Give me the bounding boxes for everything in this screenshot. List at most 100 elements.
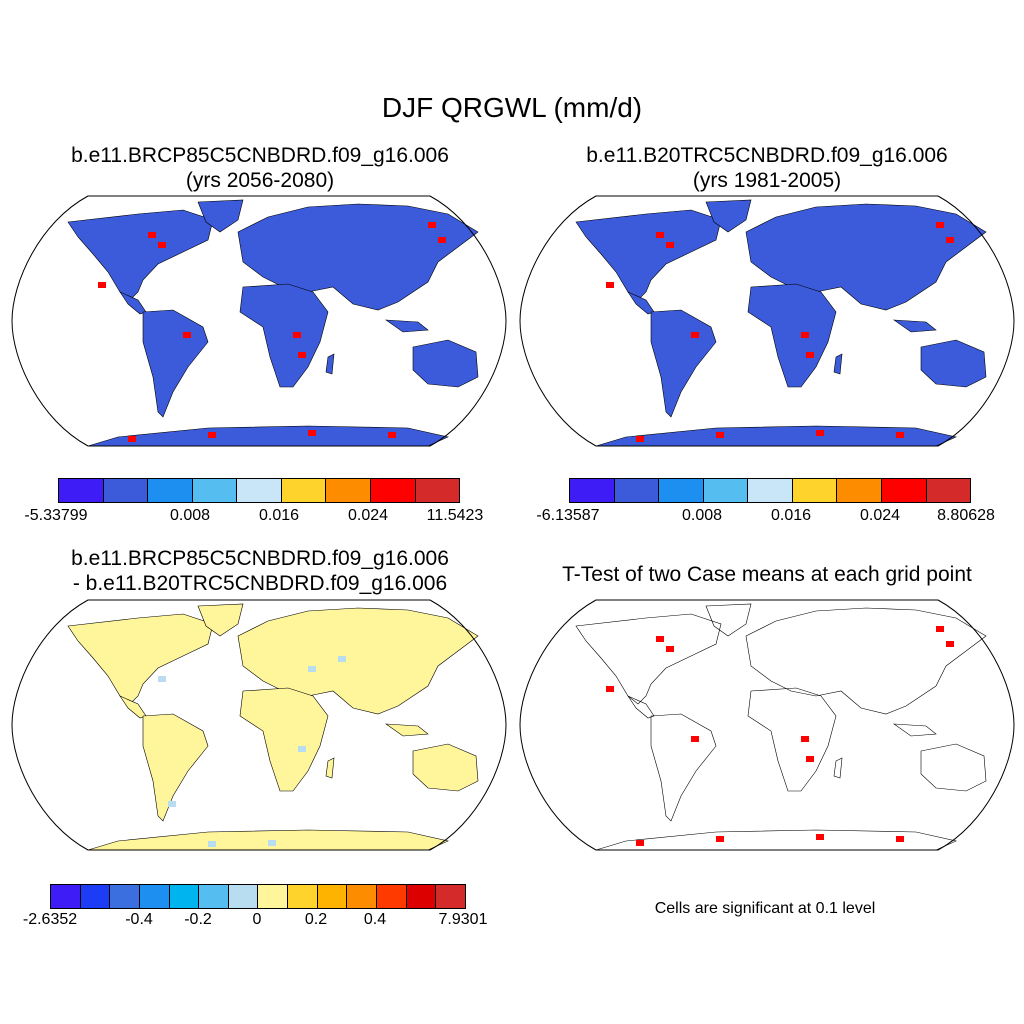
data-cell: [183, 332, 191, 338]
land-mass: [412, 339, 479, 388]
colorbar-1-label: 0.016: [258, 507, 300, 524]
map-frame: [519, 599, 1015, 851]
data-cell: [168, 801, 176, 807]
panel4-title-line1: T-Test of two Case means at each grid po…: [562, 563, 972, 586]
data-cell: [268, 840, 276, 846]
colorbar-1-swatch: [148, 479, 193, 502]
data-cell: [308, 430, 316, 436]
panel2-title: b.e11.B20TRC5CNBDRD.f09_g16.006 (yrs 198…: [517, 143, 1017, 193]
data-cell: [666, 242, 674, 248]
land-mass: [705, 199, 752, 233]
colorbar-3-label: 0.4: [363, 911, 387, 928]
map-panel-4: [519, 599, 1015, 851]
land-mass: [892, 723, 937, 737]
colorbar-2-label: 0.024: [859, 507, 901, 524]
colorbar-1: [58, 478, 460, 503]
colorbar-3-swatch: [377, 885, 407, 908]
map-frame: [519, 195, 1015, 447]
colorbar-2: [569, 478, 971, 503]
data-cell: [656, 636, 664, 642]
data-cell: [691, 736, 699, 742]
data-cell: [293, 332, 301, 338]
colorbar-3: [50, 884, 466, 909]
colorbar-3-label: -0.4: [125, 911, 153, 928]
data-cell: [716, 836, 724, 842]
land-mass: [575, 613, 722, 705]
colorbar-1-swatch: [415, 479, 460, 502]
data-cell: [936, 626, 944, 632]
significance-note: Cells are significant at 0.1 level: [654, 900, 876, 917]
colorbar-3-swatch: [228, 885, 259, 908]
colorbar-2-swatch: [748, 479, 793, 502]
colorbar-1-swatch: [103, 479, 149, 502]
data-cell: [148, 232, 156, 238]
data-cell: [98, 282, 106, 288]
data-cell: [946, 641, 954, 647]
panel3-title-line2: - b.e11.B20TRC5CNBDRD.f09_g16.006: [72, 572, 448, 595]
data-cell: [438, 237, 446, 243]
colorbar-2-swatch: [570, 479, 615, 502]
data-cell: [338, 656, 346, 662]
land-mass: [197, 199, 244, 233]
land-mass: [705, 603, 752, 637]
colorbar-3-swatch: [317, 885, 348, 908]
land-mass: [239, 687, 329, 792]
data-cell: [428, 222, 436, 228]
colorbar-2-label: 0.016: [770, 507, 812, 524]
colorbar-2-swatch: [792, 479, 838, 502]
panel2-title-line1: b.e11.B20TRC5CNBDRD.f09_g16.006: [586, 144, 948, 167]
colorbar-3-swatch: [258, 885, 289, 908]
data-cell: [388, 432, 396, 438]
data-cell: [208, 841, 216, 847]
colorbar-3-swatch: [436, 885, 465, 908]
colorbar-2-swatch: [703, 479, 749, 502]
colorbar-3-swatch: [139, 885, 170, 908]
panel4-title: T-Test of two Case means at each grid po…: [517, 562, 1017, 587]
colorbar-2-label: -6.13587: [536, 507, 600, 524]
data-cell: [801, 332, 809, 338]
map-frame: [11, 195, 507, 447]
land-mass: [575, 209, 722, 301]
colorbar-3-label: -2.6352: [22, 911, 78, 928]
map-panel-2: [519, 195, 1015, 447]
panel3-title-line1: b.e11.BRCP85C5CNBDRD.f09_g16.006: [71, 547, 449, 570]
colorbar-3-swatch: [110, 885, 140, 908]
colorbar-2-swatch: [881, 479, 927, 502]
data-cell: [716, 432, 724, 438]
colorbar-1-swatch: [237, 479, 282, 502]
land-mass: [384, 319, 429, 333]
data-cell: [308, 666, 316, 672]
data-cell: [666, 646, 674, 652]
land-mass: [384, 723, 429, 737]
colorbar-3-label: -0.2: [184, 911, 212, 928]
panel1-title-line1: b.e11.BRCP85C5CNBDRD.f09_g16.006: [71, 144, 449, 167]
figure-title: DJF QRGWL (mm/d): [381, 92, 643, 123]
land-mass: [412, 743, 479, 792]
colorbar-3-label: 0: [252, 911, 262, 928]
colorbar-1-swatch: [370, 479, 416, 502]
land-mass: [745, 607, 987, 715]
colorbar-2-label: 8.80628: [937, 507, 995, 524]
colorbar-1-label: 0.024: [347, 507, 389, 524]
land-mass: [67, 209, 214, 301]
land-mass: [650, 713, 717, 822]
land-mass: [325, 757, 335, 779]
land-mass: [833, 353, 843, 375]
colorbar-3-label: 0.2: [304, 911, 328, 928]
colorbar-1-swatch: [281, 479, 327, 502]
map-panel-1: [11, 195, 507, 447]
data-cell: [946, 237, 954, 243]
colorbar-1-label: 0.008: [169, 507, 211, 524]
colorbar-1-swatch: [59, 479, 104, 502]
data-cell: [208, 432, 216, 438]
colorbar-3-swatch: [199, 885, 229, 908]
panel1-title: b.e11.BRCP85C5CNBDRD.f09_g16.006 (yrs 20…: [10, 143, 510, 193]
colorbar-1-label: -5.33799: [24, 507, 88, 524]
land-mass: [142, 309, 209, 418]
data-cell: [936, 222, 944, 228]
land-mass: [325, 353, 335, 375]
data-cell: [636, 840, 644, 846]
land-mass: [142, 713, 209, 822]
map-frame: [11, 599, 507, 851]
land-mass: [67, 613, 214, 705]
